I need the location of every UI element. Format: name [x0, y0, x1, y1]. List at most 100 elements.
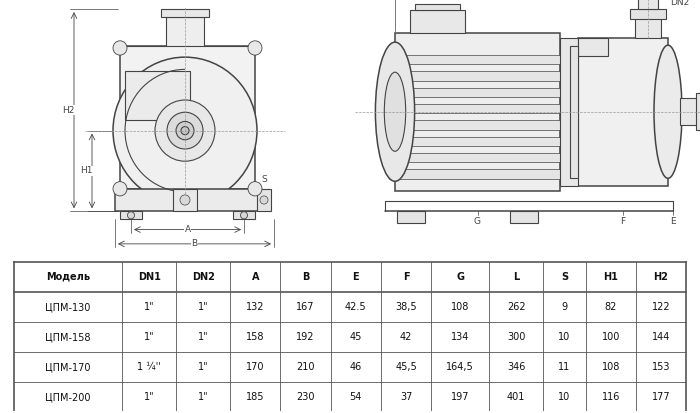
Text: 230: 230 [296, 392, 315, 402]
Text: 144: 144 [652, 332, 670, 342]
Circle shape [127, 212, 134, 219]
Bar [397, 211, 425, 223]
Bar [510, 211, 538, 223]
Text: 300: 300 [507, 332, 525, 342]
Bar [630, 9, 666, 19]
Bar [389, 153, 566, 162]
Text: 164,5: 164,5 [446, 362, 474, 372]
Text: 10: 10 [559, 392, 570, 402]
Text: ЦПМ-170: ЦПМ-170 [46, 362, 91, 372]
Text: A: A [184, 225, 190, 234]
Text: 108: 108 [601, 362, 620, 372]
Text: DN1: DN1 [138, 272, 160, 282]
Text: B: B [302, 272, 309, 282]
Circle shape [260, 196, 268, 204]
Bar [389, 137, 566, 146]
Ellipse shape [375, 42, 414, 181]
Text: 1": 1" [144, 392, 155, 402]
Text: ЦПМ-200: ЦПМ-200 [46, 392, 91, 402]
Bar [635, 12, 661, 38]
Bar [410, 10, 465, 33]
Bar [161, 9, 209, 17]
Text: DN2: DN2 [192, 272, 215, 282]
Text: DN2: DN2 [670, 0, 690, 7]
Circle shape [176, 121, 194, 140]
Text: 210: 210 [296, 362, 315, 372]
Text: 177: 177 [652, 392, 671, 402]
Text: G: G [456, 272, 464, 282]
Text: 401: 401 [507, 392, 525, 402]
Bar [696, 93, 700, 130]
Bar [166, 17, 204, 46]
Text: H2: H2 [62, 106, 74, 115]
Bar [578, 38, 608, 56]
Circle shape [167, 112, 203, 149]
Text: Модель: Модель [46, 272, 90, 282]
Circle shape [113, 182, 127, 196]
Ellipse shape [654, 45, 682, 178]
Text: 42.5: 42.5 [345, 302, 367, 312]
Bar [560, 38, 578, 186]
Text: S: S [561, 272, 568, 282]
Bar [415, 4, 460, 10]
Circle shape [180, 195, 190, 205]
Text: G: G [474, 217, 481, 226]
Circle shape [155, 100, 215, 161]
Text: 10: 10 [559, 332, 570, 342]
Text: 134: 134 [451, 332, 469, 342]
Text: ЦПМ-130: ЦПМ-130 [46, 302, 90, 312]
Text: A: A [251, 272, 259, 282]
Bar [389, 55, 566, 64]
Bar [680, 98, 700, 125]
Text: 46: 46 [350, 362, 362, 372]
Text: 37: 37 [400, 392, 412, 402]
Text: 158: 158 [246, 332, 265, 342]
Text: 9: 9 [561, 302, 568, 312]
Circle shape [248, 41, 262, 55]
Text: H1: H1 [603, 272, 618, 282]
Text: 132: 132 [246, 302, 265, 312]
Text: B: B [191, 240, 197, 248]
Text: 1": 1" [198, 302, 209, 312]
Circle shape [113, 57, 257, 204]
Text: 122: 122 [652, 302, 671, 312]
Text: 100: 100 [601, 332, 620, 342]
Text: 82: 82 [605, 302, 617, 312]
Text: 11: 11 [559, 362, 570, 372]
Text: 1 ¼'': 1 ¼'' [137, 362, 161, 372]
Text: 38,5: 38,5 [395, 302, 416, 312]
Text: ЦПМ-158: ЦПМ-158 [46, 332, 91, 342]
Text: 1": 1" [198, 362, 209, 372]
Text: F: F [620, 217, 626, 226]
Ellipse shape [384, 72, 406, 151]
Bar [389, 169, 566, 178]
Text: 1": 1" [144, 332, 155, 342]
Bar [389, 88, 566, 97]
Text: 42: 42 [400, 332, 412, 342]
Text: 1": 1" [198, 392, 209, 402]
Text: L: L [513, 272, 519, 282]
Bar [389, 71, 566, 81]
Text: 192: 192 [296, 332, 315, 342]
Text: E: E [353, 272, 359, 282]
Text: 45,5: 45,5 [395, 362, 417, 372]
Circle shape [181, 126, 189, 135]
Bar [257, 189, 271, 211]
Text: 185: 185 [246, 392, 265, 402]
Circle shape [241, 212, 248, 219]
Text: H1: H1 [80, 166, 92, 176]
Text: 170: 170 [246, 362, 265, 372]
Bar [389, 121, 566, 130]
Text: F: F [402, 272, 409, 282]
Text: 1": 1" [144, 302, 155, 312]
Text: 262: 262 [507, 302, 526, 312]
Bar [125, 71, 190, 121]
Bar [233, 211, 255, 219]
Bar [173, 189, 197, 211]
Text: E: E [670, 217, 676, 226]
Text: 197: 197 [451, 392, 470, 402]
Text: H2: H2 [654, 272, 668, 282]
Bar [115, 189, 260, 211]
Text: 1": 1" [198, 332, 209, 342]
Bar [570, 46, 578, 178]
